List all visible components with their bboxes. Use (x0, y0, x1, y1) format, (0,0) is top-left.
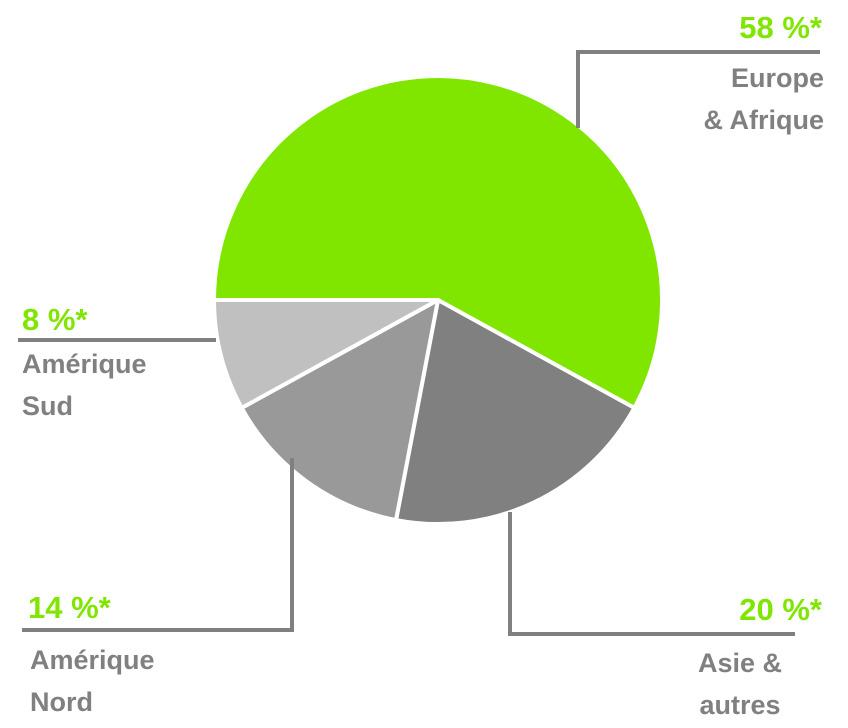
value-label: 58 %* (739, 10, 822, 45)
category-label: Europe & Afrique (703, 63, 825, 135)
value-label: 20 %* (739, 592, 822, 627)
leader-line (22, 458, 294, 632)
pie-slice (394, 298, 637, 526)
leader-line (508, 512, 795, 636)
value-label: 14 %* (28, 590, 111, 625)
pie-slice (212, 298, 440, 410)
category-label: Asie & autres (697, 648, 783, 720)
pie-slice (212, 74, 664, 410)
category-label: Amérique Sud (22, 349, 147, 421)
category-label: Amérique Nord (30, 645, 155, 717)
value-label: 8 %* (22, 302, 88, 337)
leader-line (576, 50, 820, 128)
